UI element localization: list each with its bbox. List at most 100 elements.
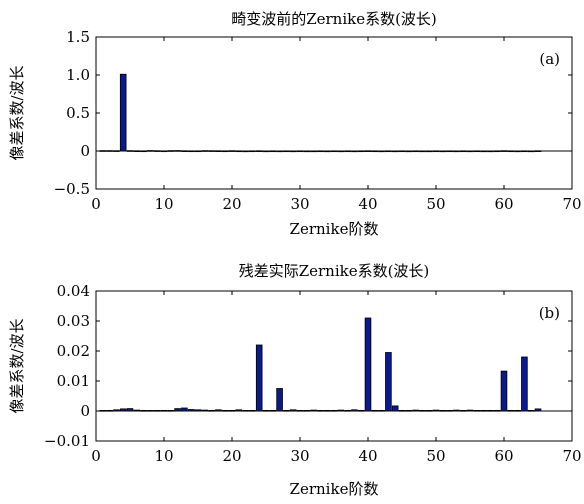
chart-title: 畸变波前的Zernike系数(波长)	[231, 10, 437, 28]
x-tick-label: 10	[154, 447, 173, 465]
bar	[378, 409, 385, 412]
bar	[500, 150, 508, 152]
bar	[439, 150, 447, 153]
x-tick-label: 70	[562, 447, 581, 465]
bar	[113, 409, 120, 412]
bar	[208, 409, 215, 412]
bar	[174, 150, 181, 152]
bar	[385, 352, 392, 412]
bar	[167, 150, 175, 152]
bar	[147, 150, 154, 152]
bar	[194, 409, 202, 412]
bar	[446, 409, 453, 412]
x-tick-label: 30	[290, 447, 309, 465]
x-axis-label: Zernike阶数	[290, 480, 379, 498]
bar	[405, 409, 413, 412]
bar	[262, 150, 270, 153]
bar	[480, 150, 487, 153]
bar	[493, 150, 501, 153]
x-tick-label: 60	[494, 195, 513, 213]
bar	[133, 150, 141, 152]
bar	[140, 409, 147, 412]
bar	[391, 150, 399, 153]
bar	[521, 356, 528, 412]
bar	[303, 409, 311, 412]
bar	[249, 409, 256, 412]
y-tick-label: 0	[80, 142, 90, 160]
bar	[330, 409, 338, 412]
bar	[289, 409, 297, 412]
bar	[385, 150, 392, 153]
bar	[160, 150, 168, 153]
bar	[425, 409, 433, 412]
bar	[500, 370, 508, 412]
x-tick-label: 0	[91, 195, 101, 213]
bar	[323, 409, 331, 412]
bar	[412, 150, 419, 153]
bar	[357, 409, 365, 412]
bar	[187, 150, 195, 153]
bar	[453, 409, 460, 412]
bar	[534, 150, 542, 152]
panel-label: (a)	[539, 50, 560, 68]
bar	[344, 150, 351, 153]
bar	[337, 150, 345, 153]
bar	[113, 150, 120, 152]
bar	[351, 150, 358, 153]
bar	[310, 409, 317, 412]
x-tick-label: 20	[222, 447, 241, 465]
x-tick-label: 40	[358, 447, 377, 465]
bar	[507, 409, 515, 412]
y-tick-label: −0.5	[54, 180, 90, 198]
bar	[357, 150, 365, 153]
bar	[228, 409, 236, 412]
bar	[167, 409, 175, 412]
bar	[439, 409, 447, 412]
bar	[432, 409, 440, 412]
x-tick-label: 50	[426, 447, 445, 465]
bar	[140, 150, 147, 153]
bar	[521, 150, 528, 153]
bar	[412, 409, 419, 412]
bar	[371, 150, 379, 153]
bar	[221, 150, 229, 153]
bar	[249, 150, 256, 153]
bar	[283, 409, 290, 412]
bar	[466, 409, 474, 412]
bar	[255, 344, 263, 412]
bar	[126, 408, 134, 412]
bar	[303, 150, 311, 153]
x-tick-label: 40	[358, 195, 377, 213]
bar	[215, 150, 222, 152]
bar	[364, 150, 372, 152]
plot-frame	[95, 290, 573, 442]
bar	[194, 150, 202, 153]
bar	[419, 409, 426, 412]
bar	[351, 409, 358, 412]
y-tick-label: −0.01	[44, 432, 90, 450]
y-tick-label: 0.03	[57, 312, 90, 330]
bar	[181, 150, 188, 152]
bar	[487, 150, 494, 153]
x-tick-label: 10	[154, 195, 173, 213]
x-tick-label: 20	[222, 195, 241, 213]
x-tick-label: 30	[290, 195, 309, 213]
y-tick-label: 0.5	[66, 104, 90, 122]
bar	[446, 150, 453, 153]
bar	[153, 150, 161, 152]
y-tick-label: 1.5	[66, 28, 90, 46]
chart-panel-b: 残差实际Zernike系数(波长)0 10 20 30 40 50 60 70−0.0100.…	[8, 262, 582, 498]
y-tick-label: 0.01	[57, 372, 90, 390]
bar	[269, 150, 277, 153]
bar	[228, 150, 236, 152]
bar	[398, 150, 406, 153]
bar	[317, 150, 324, 153]
y-tick-label: 1.0	[66, 66, 90, 84]
bar	[296, 150, 304, 153]
bar	[99, 409, 107, 412]
x-axis-label: Zernike阶数	[290, 220, 379, 238]
bar	[534, 408, 542, 412]
bar	[201, 150, 209, 152]
bar	[398, 409, 406, 412]
